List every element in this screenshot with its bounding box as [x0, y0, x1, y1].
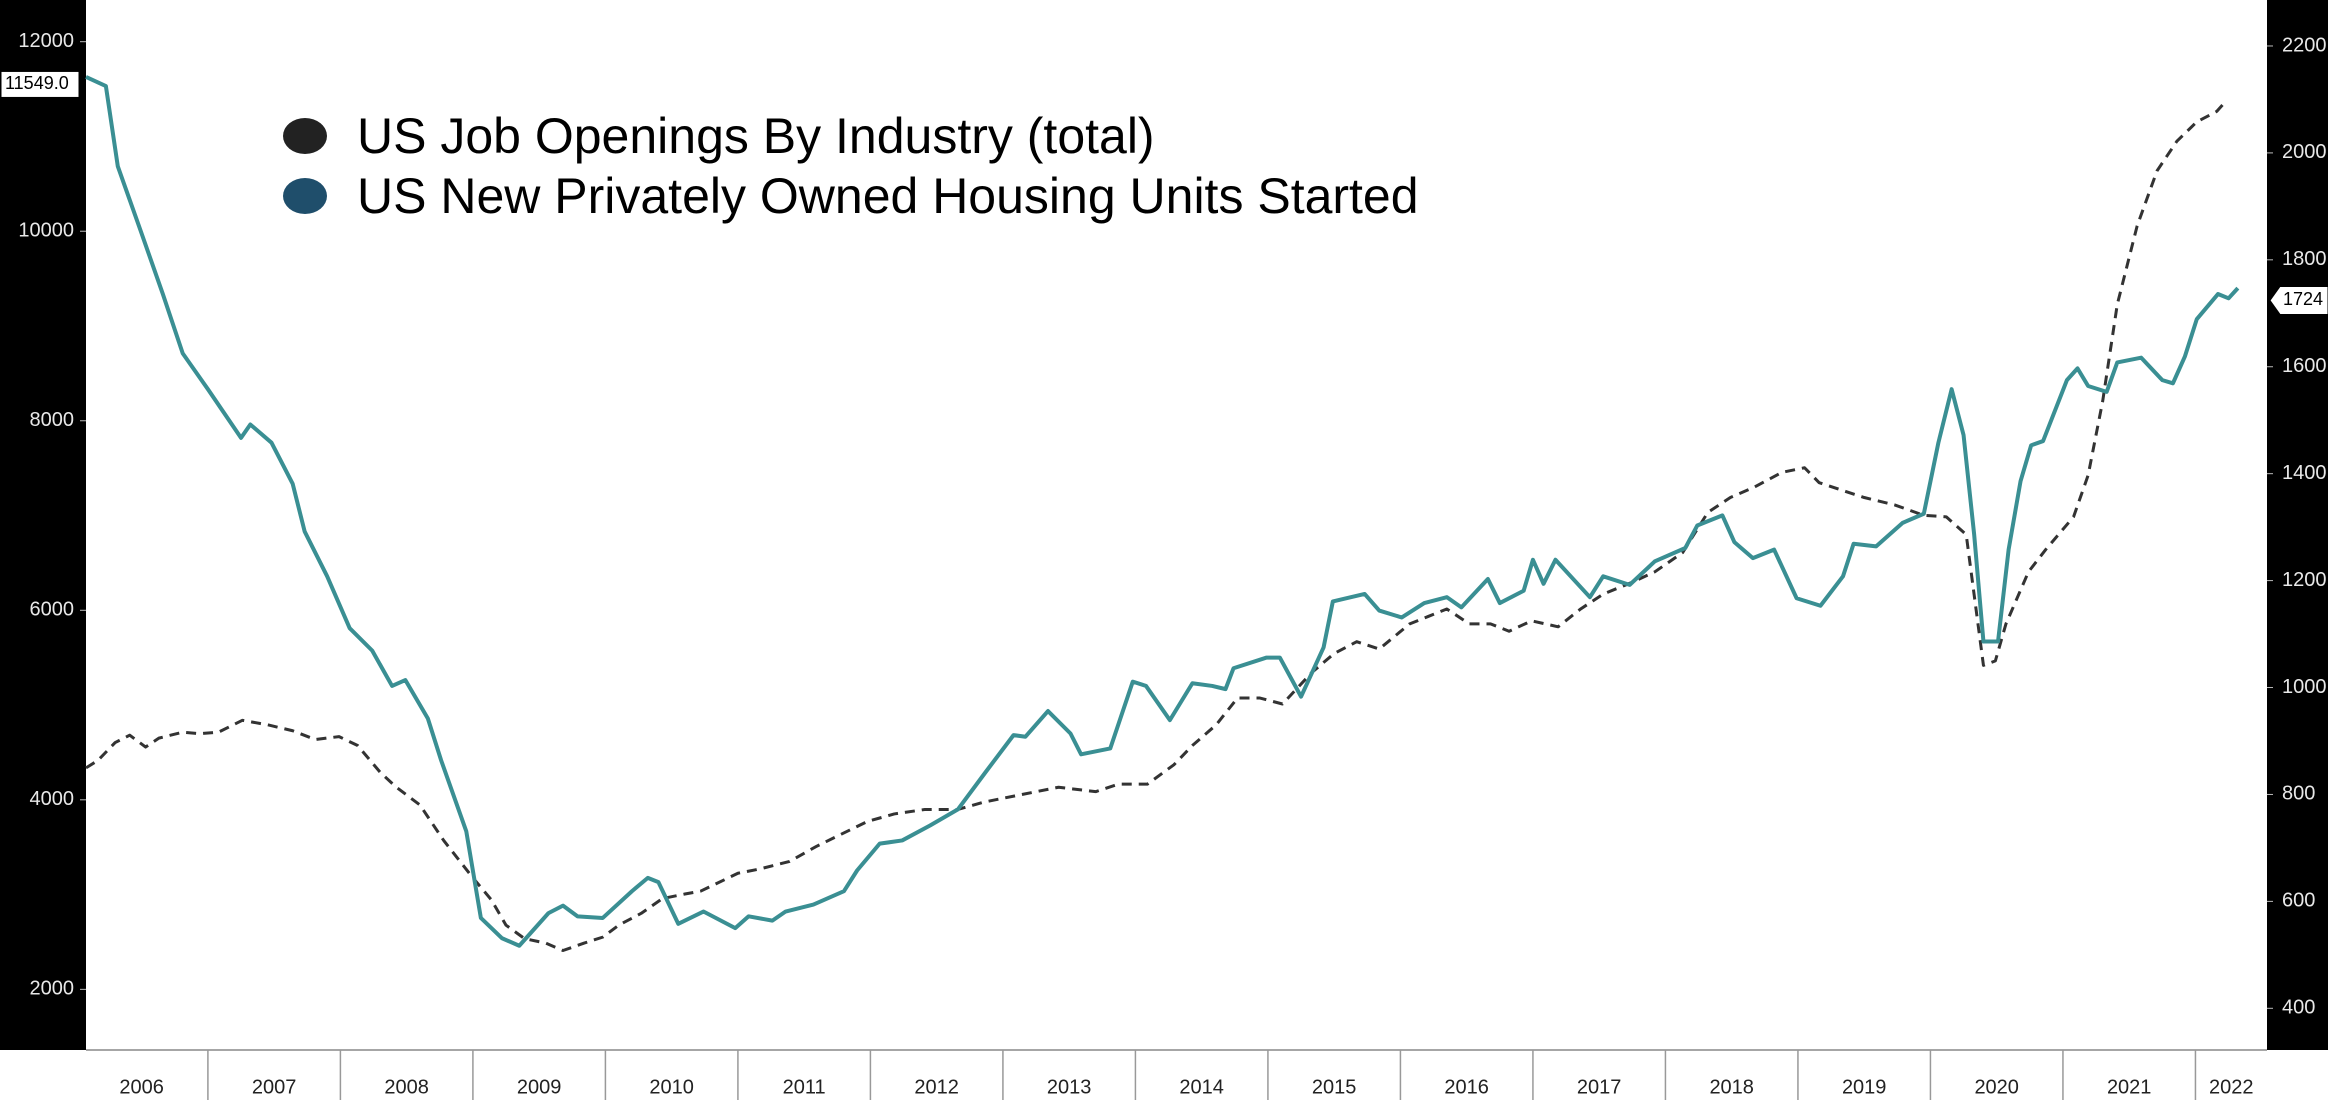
series-line [85, 100, 2228, 952]
y2-tick-label: 1200 [2282, 569, 2327, 591]
y2-tick-label: 800 [2282, 783, 2315, 805]
x-tick-label: 2009 [517, 1076, 562, 1098]
legend-marker [283, 178, 327, 214]
x-tick-label: 2006 [119, 1076, 164, 1098]
value-tag-label: 11549.0 [5, 73, 69, 93]
x-tick-label: 2016 [1444, 1076, 1489, 1098]
y-tick-label: 8000 [30, 409, 75, 431]
x-tick-label: 2014 [1179, 1076, 1224, 1098]
y-tick-label: 6000 [30, 599, 75, 621]
y2-tick-label: 600 [2282, 890, 2315, 912]
y2-tick-label: 2200 [2282, 34, 2327, 56]
y-tick-label: 10000 [18, 220, 74, 242]
x-tick-label: 2017 [1577, 1076, 1622, 1098]
y-tick-label: 2000 [30, 978, 75, 1000]
series-line [85, 75, 2240, 948]
x-tick-label: 2013 [1047, 1076, 1092, 1098]
x-tick-label: 2008 [384, 1076, 429, 1098]
y2-tick-label: 1800 [2282, 248, 2327, 270]
x-tick-label: 2020 [1974, 1076, 2019, 1098]
right-axis-panel [2267, 0, 2328, 1050]
value-tag [0, 70, 80, 98]
x-tick-label: 2015 [1312, 1076, 1357, 1098]
x-tick-label: 2007 [252, 1076, 297, 1098]
y2-tick-label: 2000 [2282, 141, 2327, 163]
y2-tick-label: 1600 [2282, 355, 2327, 377]
y2-tick-label: 1000 [2282, 676, 2327, 698]
legend-label: US Job Openings By Industry (total) [357, 108, 1155, 164]
x-tick-label: 2019 [1842, 1076, 1887, 1098]
y-tick-label: 12000 [18, 30, 74, 52]
legend-label: US New Privately Owned Housing Units Sta… [357, 168, 1419, 224]
legend-marker [283, 118, 327, 154]
y2-tick-label: 400 [2282, 997, 2315, 1019]
x-tick-label: 2010 [649, 1076, 694, 1098]
value-tag [2269, 285, 2328, 315]
x-tick-label: 2018 [1709, 1076, 1754, 1098]
value-tag-label: 1724 [2283, 289, 2323, 309]
y-tick-label: 4000 [30, 788, 75, 810]
left-axis-panel [0, 0, 86, 1050]
y2-tick-label: 1400 [2282, 462, 2327, 484]
x-tick-label: 2011 [783, 1076, 826, 1098]
x-tick-label: 2022 [2209, 1076, 2254, 1098]
x-tick-label: 2012 [914, 1076, 959, 1098]
x-tick-label: 2021 [2107, 1076, 2152, 1098]
